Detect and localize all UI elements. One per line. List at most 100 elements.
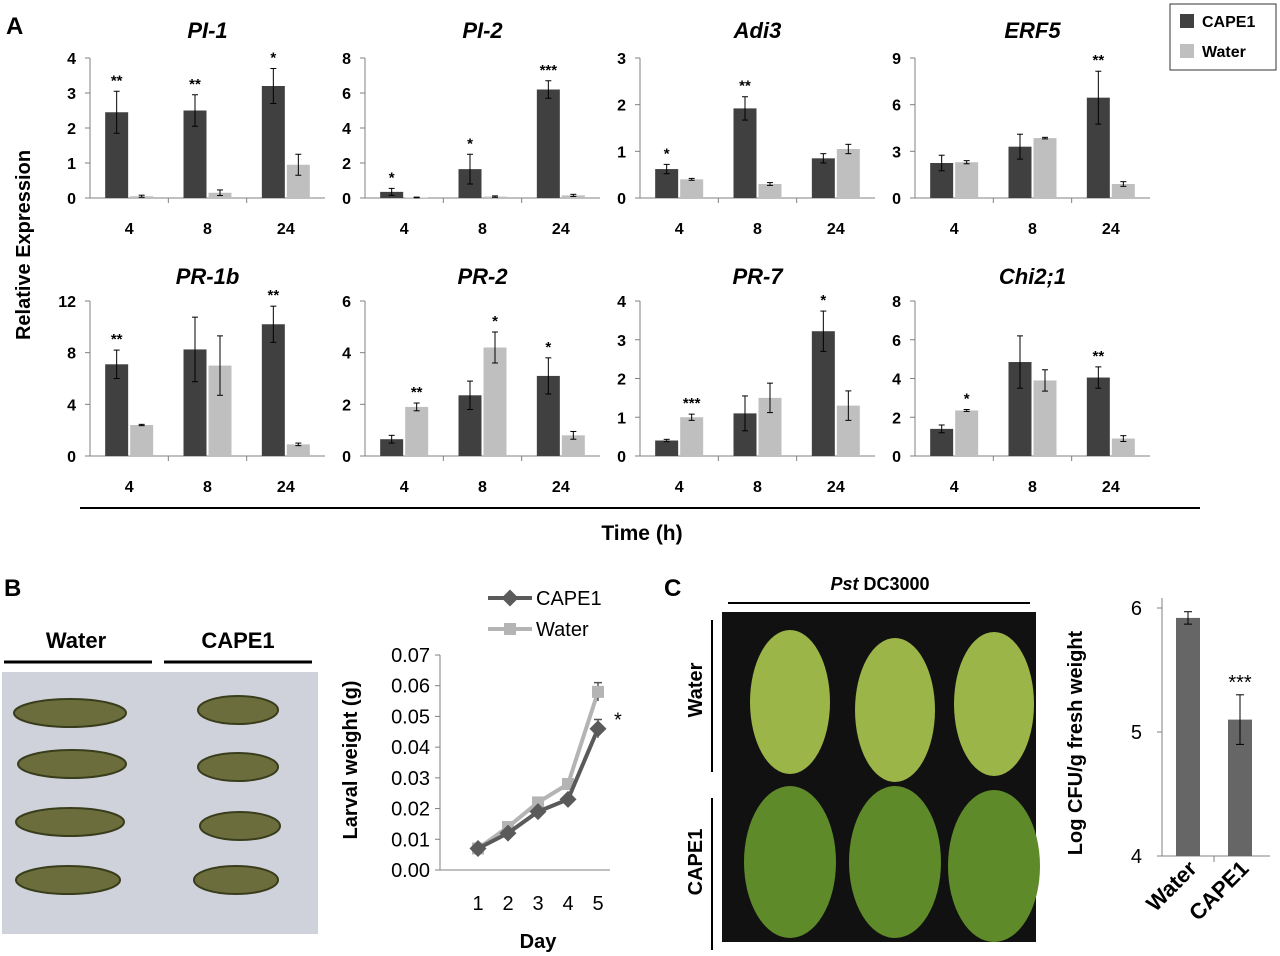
line-legend: CAPE1 Water (488, 588, 602, 641)
x-tick-label: 8 (1028, 479, 1037, 496)
panel-a: Relative Expression Time (h) CAPE1 Water… (13, 3, 1277, 545)
y-tick-label: 0.06 (391, 676, 430, 698)
chart-title: PR-1b (176, 264, 240, 289)
leaf-water-treated (954, 632, 1034, 776)
y-tick-label: 4 (342, 121, 351, 138)
expression-chart-pi1: PI-1 0 1 2 3 4 4 ** 8 ** 24 * (67, 18, 325, 238)
leaf-cape1-treated (849, 786, 941, 938)
water-point (532, 796, 544, 809)
y-tick-label: 4 (67, 397, 76, 414)
significance-mark: ** (111, 72, 123, 89)
significance-mark: * (964, 391, 970, 408)
significance-mark: ** (739, 78, 751, 95)
bar-water (1033, 380, 1057, 456)
x-tick-label: 4 (675, 221, 684, 238)
y-tick-label: 0.07 (391, 645, 430, 667)
x-tick-label: 4 (562, 893, 573, 915)
bar-water (758, 184, 782, 198)
y-tick-label: 6 (342, 294, 351, 311)
significance-mark: * (820, 292, 826, 309)
y-tick-label: 1 (617, 410, 626, 427)
x-tick-label: 8 (1028, 221, 1037, 238)
significance-mark: ** (267, 287, 279, 304)
y-tick-label: 0 (892, 191, 901, 208)
y-tick-label: 0.02 (391, 799, 430, 821)
significance-mark: * (664, 145, 670, 162)
y-tick-label: 0 (617, 191, 626, 208)
y-tick-label: 5 (1131, 722, 1142, 744)
x-tick-label: 24 (827, 221, 845, 238)
bar-cape1 (261, 324, 285, 456)
bar-water (836, 149, 860, 198)
x-tick-label: 5 (592, 893, 603, 915)
chart-title: ERF5 (1004, 18, 1061, 43)
line-legend-water-marker (504, 623, 516, 635)
x-tick-label: 24 (552, 479, 570, 496)
y-tick-label: 12 (58, 294, 76, 311)
bar-water (130, 425, 154, 456)
bar-water (758, 397, 782, 456)
y-tick-label: 9 (892, 51, 901, 68)
significance-mark: *** (1228, 672, 1252, 694)
larva (15, 807, 125, 837)
significance-mark: * (614, 710, 622, 732)
x-tick-label: 8 (753, 221, 762, 238)
bar-water (405, 406, 429, 456)
bar-water (955, 410, 979, 456)
y-tick-label: 2 (342, 397, 351, 414)
bar-cape1 (655, 440, 679, 456)
y-tick-label: 0 (67, 449, 76, 466)
y-tick-label: 0 (617, 449, 626, 466)
panel-a-xlabel: Time (h) (601, 522, 682, 545)
leaf-water-treated (855, 638, 935, 782)
legend-label-water: Water (1202, 44, 1246, 61)
x-tick-label: 24 (1102, 221, 1120, 238)
x-tick-label: 8 (478, 479, 487, 496)
chart-title: PR-7 (732, 264, 784, 289)
panel-label-a: A (6, 13, 23, 40)
larva (199, 811, 281, 841)
significance-mark: *** (683, 395, 701, 412)
cape1-point (499, 824, 517, 842)
x-tick-label: 1 (472, 893, 483, 915)
larva (197, 752, 279, 782)
y-tick-label: 6 (892, 98, 901, 115)
y-tick-label: 4 (617, 294, 626, 311)
leaf-cape1-treated (744, 786, 836, 938)
y-tick-label: 3 (67, 86, 76, 103)
bar-water (1033, 138, 1057, 198)
larval-weight-ylabel: Larval weight (g) (340, 681, 362, 840)
y-tick-label: 3 (617, 333, 626, 350)
panel-a-charts: PI-1012344**8**24*PI-2024684*8*24***Adi3… (58, 18, 1150, 496)
bar-water (680, 417, 704, 456)
photo-c-row-label-cape1: CAPE1 (685, 829, 707, 896)
bar-cape1 (105, 112, 129, 198)
bar-cape1 (930, 428, 954, 456)
significance-mark: * (492, 313, 498, 330)
x-tick-label: 8 (203, 479, 212, 496)
x-tick-label: 4 (400, 221, 409, 238)
y-tick-label: 2 (617, 98, 626, 115)
cape1-point (559, 790, 577, 808)
y-tick-label: 0.04 (391, 737, 430, 759)
bar-water (286, 164, 310, 198)
bar-cape1 (733, 413, 757, 456)
bar-cape1 (655, 169, 679, 198)
y-tick-label: 0 (342, 191, 351, 208)
y-tick-label: 6 (342, 86, 351, 103)
y-tick-label: 4 (342, 346, 351, 363)
chart-title: Adi3 (733, 18, 782, 43)
bar-cape1 (1086, 97, 1110, 198)
bar-water (955, 162, 979, 198)
bar-water (286, 444, 310, 456)
y-tick-label: 4 (67, 51, 76, 68)
x-tick-label: 8 (753, 479, 762, 496)
significance-mark: * (467, 135, 473, 152)
y-tick-label: 2 (617, 372, 626, 389)
leaves-photo (722, 612, 1040, 942)
y-tick-label: 0 (342, 449, 351, 466)
y-tick-label: 0.03 (391, 768, 430, 790)
